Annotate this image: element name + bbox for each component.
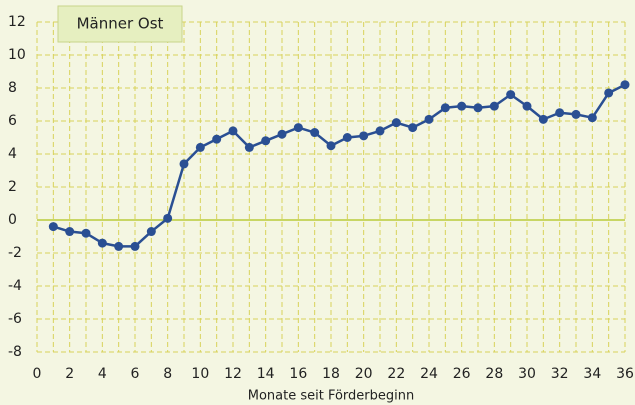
grid: 0 2 4 6 8 10 12 14 16 18 20 22 24 26 28 30 32 34 36-8-6-4-… [8, 14, 634, 382]
point [277, 129, 287, 139]
point [375, 126, 385, 136]
x-tick-label: 32 [551, 366, 569, 382]
point [440, 103, 450, 113]
point [146, 227, 156, 237]
point [326, 141, 336, 151]
x-tick-label: 30 [518, 366, 536, 382]
x-tick-label: 12 [224, 366, 242, 382]
x-tick-label: 6 [131, 366, 140, 382]
x-tick-label: 4 [98, 366, 107, 382]
x-tick-label: 16 [289, 366, 307, 382]
x-tick-label: 14 [257, 366, 275, 382]
point [489, 101, 499, 111]
y-tick-label: 8 [8, 80, 17, 96]
point [587, 113, 597, 123]
x-tick-label: 8 [163, 366, 172, 382]
point [130, 241, 140, 251]
point [97, 238, 107, 248]
x-tick-label: 28 [485, 366, 503, 382]
plot [48, 80, 630, 251]
point [571, 109, 581, 119]
point [342, 133, 352, 142]
point [261, 136, 271, 146]
point [522, 101, 532, 111]
point [212, 134, 222, 144]
x-axis-label: Monate seit Förderbeginn [248, 389, 415, 404]
y-tick-label: -2 [8, 245, 22, 261]
point [506, 90, 516, 100]
point [310, 128, 320, 138]
x-tick-label: 20 [355, 366, 373, 382]
y-tick-label: 2 [8, 179, 17, 195]
point [408, 123, 418, 133]
point [538, 114, 548, 124]
x-tick-label: 24 [420, 366, 438, 382]
point [359, 131, 369, 141]
y-tick-label: -8 [8, 344, 22, 360]
point [391, 118, 401, 128]
y-tick-label: 10 [8, 47, 26, 63]
y-tick-label: 12 [8, 14, 26, 30]
y-tick-label: 6 [8, 113, 17, 129]
x-tick-label: 2 [65, 366, 74, 382]
point [424, 114, 434, 124]
y-tick-label: 4 [8, 146, 17, 162]
y-tick-label: -4 [8, 278, 22, 294]
y-tick-label: 0 [8, 212, 17, 228]
point [620, 80, 630, 90]
x-tick-label: 10 [191, 366, 209, 382]
point [195, 142, 205, 152]
x-tick-label: 34 [583, 366, 601, 382]
point [604, 88, 614, 98]
x-tick-label: 0 [33, 366, 42, 382]
point [65, 227, 75, 237]
point [48, 222, 58, 232]
x-tick-label: 36 [616, 366, 634, 382]
x-tick-label: 18 [322, 366, 340, 382]
point [114, 241, 124, 251]
x-tick-label: 26 [453, 366, 471, 382]
point [473, 103, 483, 113]
point [81, 228, 91, 238]
point [244, 142, 254, 152]
point [293, 123, 303, 133]
point [163, 213, 173, 223]
point [228, 126, 238, 136]
point [457, 101, 467, 111]
y-tick-label: -6 [8, 311, 22, 327]
point [555, 108, 565, 118]
title-box [57, 5, 183, 43]
chart-title: Männer Ost [77, 15, 164, 33]
x-tick-label: 22 [387, 366, 405, 382]
point [179, 159, 189, 169]
